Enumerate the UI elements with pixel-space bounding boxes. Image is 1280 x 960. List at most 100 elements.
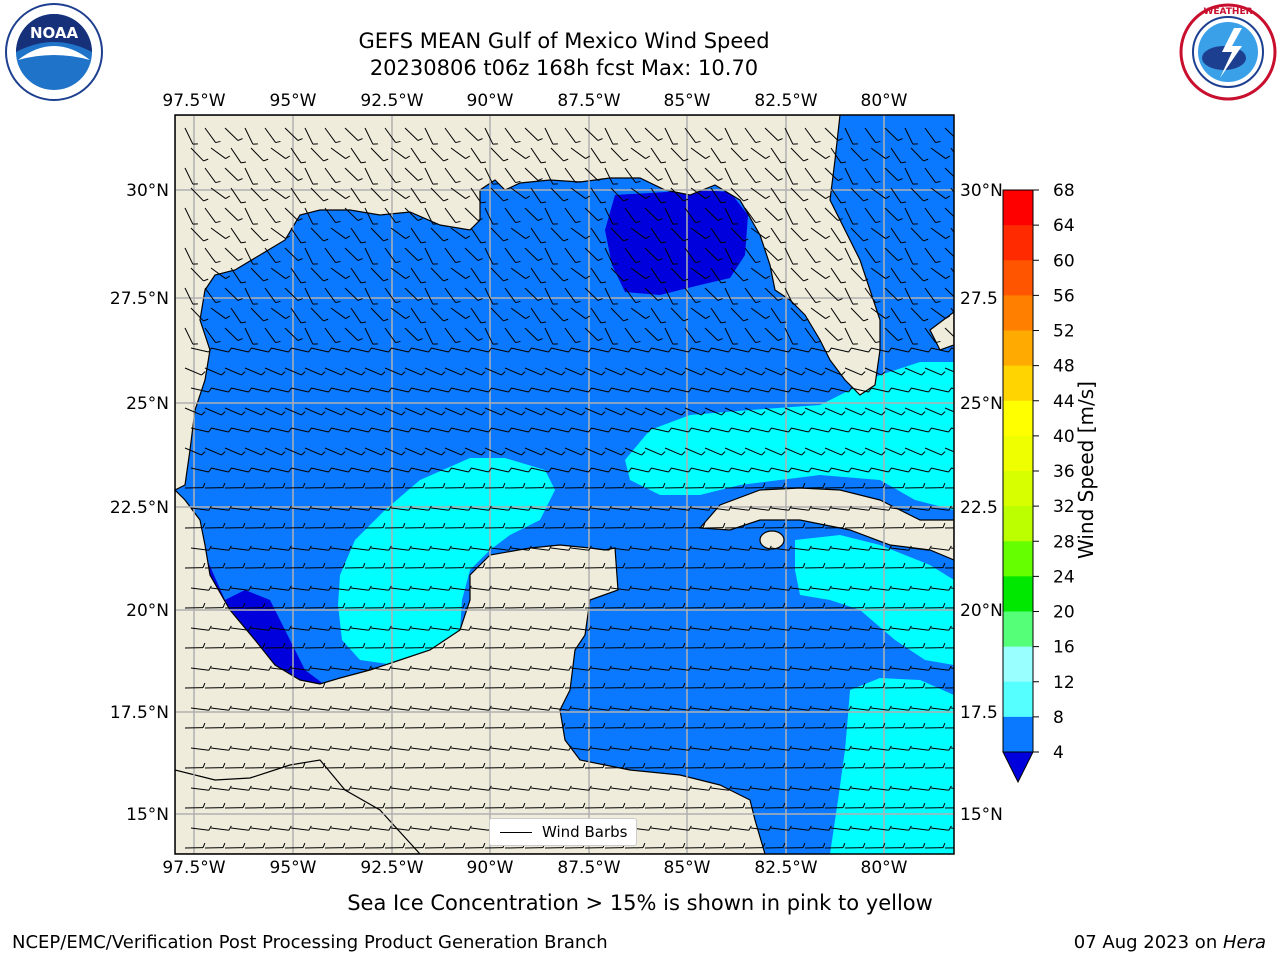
wind-barb <box>290 785 312 791</box>
wind-barb <box>610 785 632 791</box>
wind-barb <box>750 705 772 711</box>
wind-barb <box>804 482 826 489</box>
wind-barb <box>604 762 626 769</box>
wind-barb <box>864 722 886 729</box>
wind-barb <box>624 522 646 529</box>
wind-barb <box>870 785 892 791</box>
wind-barb <box>250 625 272 631</box>
wind-barb <box>224 762 246 769</box>
wind-barb <box>904 522 926 529</box>
wind-barb <box>270 187 291 200</box>
wind-barb <box>784 447 806 456</box>
wind-barb <box>324 602 346 609</box>
wind-barb <box>890 267 907 284</box>
wind-barb <box>824 367 846 376</box>
wind-barb <box>190 267 209 282</box>
wind-barb <box>570 625 592 631</box>
wind-barb <box>470 785 492 791</box>
wind-barb <box>524 447 546 456</box>
wind-barb <box>830 545 852 551</box>
lat-label-left: 15°N <box>126 805 169 825</box>
wind-barb <box>404 722 426 729</box>
wind-barb <box>244 287 258 305</box>
wind-barb <box>484 642 506 649</box>
wind-barb <box>184 207 198 225</box>
wind-barb <box>184 447 206 456</box>
wind-barb <box>464 407 486 416</box>
wind-barb <box>244 562 266 569</box>
wind-barb <box>504 722 526 729</box>
wind-barb <box>550 505 572 511</box>
wind-barb <box>344 367 366 376</box>
wind-barb <box>464 167 483 181</box>
wind-barb <box>724 842 746 849</box>
wind-barb <box>684 682 706 689</box>
wind-barb <box>930 307 951 320</box>
wind-barb <box>344 247 363 261</box>
wind-barb <box>844 127 858 145</box>
wind-barb <box>524 482 546 489</box>
wind-barb <box>710 545 732 551</box>
wind-barb <box>724 247 738 265</box>
wind-barb <box>230 665 252 671</box>
wind-barb <box>630 227 651 240</box>
wind-barb <box>310 745 332 751</box>
wind-barb <box>430 307 449 322</box>
wind-barb <box>244 642 266 649</box>
wind-barb <box>564 562 586 569</box>
wind-barb <box>490 387 512 393</box>
colorbar-tick-label: 16 <box>1053 638 1075 658</box>
wind-barb <box>444 602 466 609</box>
wind-barb <box>764 802 786 809</box>
wind-barb <box>224 802 246 809</box>
wind-barb <box>304 247 318 265</box>
wind-barb <box>744 642 766 649</box>
wind-barb <box>324 522 346 529</box>
wind-barb <box>870 387 892 393</box>
wind-barb <box>784 287 798 305</box>
wind-barb <box>544 522 566 529</box>
wind-barb <box>670 745 692 751</box>
wind-barb <box>530 467 552 473</box>
wind-barb <box>664 642 686 649</box>
wind-barb <box>664 762 686 769</box>
wind-barb <box>590 625 612 631</box>
wind-barb <box>704 127 723 141</box>
wind-barb <box>290 227 307 244</box>
wind-barb <box>644 167 663 181</box>
wind-barb <box>344 207 363 221</box>
wind-barb <box>604 407 626 416</box>
wind-barb <box>524 722 546 729</box>
wind-barb <box>364 642 386 649</box>
wind-barb <box>804 602 826 609</box>
wind-barb <box>404 327 423 341</box>
wind-barb <box>204 522 226 529</box>
wind-barb <box>244 522 266 529</box>
wind-barb <box>390 665 412 671</box>
wind-barb <box>424 127 438 145</box>
wind-barb <box>824 407 846 416</box>
wind-barb <box>504 127 521 144</box>
wind-barb <box>344 802 366 809</box>
wind-barb <box>230 467 252 473</box>
wind-barb <box>784 127 798 145</box>
wind-barb <box>804 842 826 849</box>
wind-barb <box>404 367 426 376</box>
wind-barb <box>204 447 226 456</box>
wind-barb <box>884 327 903 341</box>
wind-barb <box>630 427 652 433</box>
wind-barb <box>564 522 586 529</box>
wind-barb <box>304 207 318 225</box>
wind-barb <box>924 287 941 304</box>
wind-barb <box>304 602 326 609</box>
wind-barb <box>704 167 723 181</box>
wind-barb <box>344 287 363 301</box>
wind-barb <box>324 207 341 224</box>
wind-barb <box>324 562 346 569</box>
wind-barb <box>250 427 272 433</box>
wind-barb <box>464 367 486 376</box>
wind-barb <box>204 722 226 729</box>
wind-barb <box>744 127 761 144</box>
wind-barb <box>270 505 292 511</box>
wind-barb <box>304 367 326 376</box>
